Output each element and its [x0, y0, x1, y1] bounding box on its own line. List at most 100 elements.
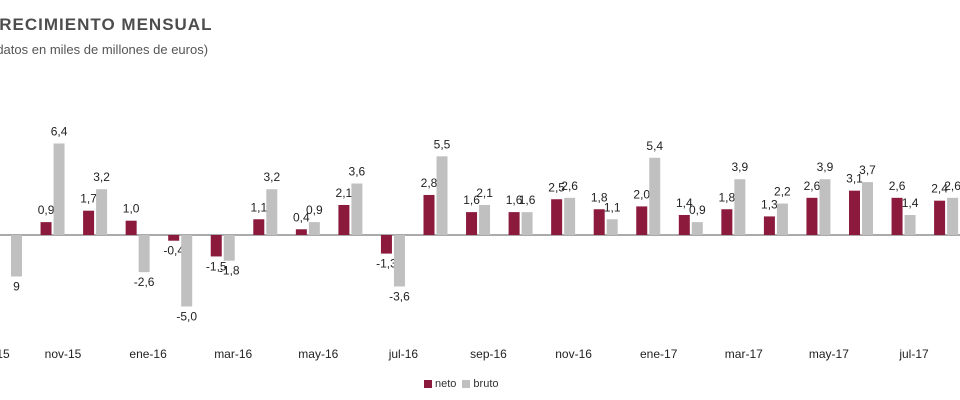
data-label-neto-sep-16: 1,6 [463, 193, 480, 207]
bar-bruto-dic-16 [606, 219, 618, 235]
bar-neto-ago-16 [423, 194, 435, 235]
bar-neto-jul-17 [891, 197, 903, 235]
bar-neto-may-17 [806, 197, 818, 235]
bar-bruto-jul-17 [904, 214, 916, 235]
bar-bruto-abr-16 [266, 189, 278, 235]
data-label-bruto-dic-16: 1,1 [604, 200, 621, 214]
data-label-bruto-mar-16: -1,8 [219, 264, 240, 278]
data-label-bruto-abr-17: 2,2 [774, 185, 791, 199]
data-label-bruto-may-17: 3,9 [817, 160, 834, 174]
bar-neto-oct-16 [508, 212, 520, 235]
data-label-bruto-nov-16: 2,6 [561, 179, 578, 193]
bar-bruto-feb-16 [181, 235, 193, 307]
bar-neto-sep-16 [466, 212, 478, 235]
bar-bruto-ene-16 [138, 235, 150, 273]
data-label-neto-abr-16: 1,1 [250, 200, 267, 214]
chart-title: CRECIMIENTO MENSUAL [0, 15, 213, 34]
bar-neto-nov-16 [551, 199, 563, 235]
data-label-neto-jun-16: 2,1 [336, 186, 353, 200]
data-label-neto-oct-16: 1,6 [506, 193, 523, 207]
x-tick-label-mar-16: mar-16 [214, 347, 252, 361]
data-label-neto-abr-17: 1,3 [761, 197, 778, 211]
data-label-neto-ago-16: 2,8 [421, 176, 438, 190]
data-label-bruto-jun-16: 3,6 [349, 165, 366, 179]
bar-bruto-oct-16 [521, 212, 533, 235]
data-label-bruto-abr-16: 3,2 [263, 170, 280, 184]
legend: neto bruto [424, 378, 505, 390]
data-label-bruto-jul-17: 1,4 [902, 196, 919, 210]
bar-neto-jun-16 [338, 204, 350, 235]
data-label-bruto-feb-16: -5,0 [176, 310, 197, 324]
data-label-bruto-jul-16: -3,6 [389, 289, 410, 303]
data-label-neto-nov-16: 2,5 [548, 180, 565, 194]
data-label-bruto-oct-15: 9 [13, 279, 20, 293]
bar-neto-jun-17 [849, 190, 860, 235]
bar-neto-ene-17 [636, 206, 648, 235]
data-label-neto-jun-17: 3,1 [846, 172, 863, 186]
data-label-neto-ago-17: 2,4 [931, 182, 948, 196]
bar-bruto-ene-17 [649, 157, 661, 235]
legend-item-bruto: bruto [462, 378, 499, 390]
bar-neto-may-16 [295, 229, 307, 235]
data-label-bruto-dic-15: 3,2 [93, 170, 110, 184]
bar-bruto-oct-15 [11, 235, 22, 277]
data-label-bruto-ago-17: 2,6 [944, 179, 960, 193]
bar-bruto-jul-16 [393, 235, 405, 287]
x-tick-label-sep-16: sep-16 [470, 347, 507, 361]
bar-neto-feb-17 [678, 214, 690, 235]
x-tick-label-jul-17: jul-17 [898, 347, 929, 361]
data-label-bruto-ago-16: 5,5 [434, 137, 451, 151]
legend-item-neto: neto [424, 378, 456, 390]
bar-neto-mar-16 [210, 235, 222, 257]
data-label-bruto-may-16: 0,9 [306, 203, 323, 217]
data-label-neto-mar-16: -1,5 [206, 259, 227, 273]
data-label-neto-feb-17: 1,4 [676, 196, 693, 210]
legend-swatch-neto [424, 380, 432, 388]
data-label-bruto-sep-16: 2,1 [476, 186, 493, 200]
bar-bruto-sep-16 [479, 204, 491, 235]
data-label-neto-ene-16: 1,0 [123, 202, 140, 216]
chart-subtitle: (datos en miles de millones de euros) [0, 42, 209, 57]
data-label-bruto-nov-15: 6,4 [51, 124, 68, 138]
bar-bruto-jun-16 [351, 183, 363, 235]
x-tick-label-nov-15: nov-15 [45, 347, 82, 361]
data-label-neto-jul-17: 2,6 [889, 179, 906, 193]
bar-bruto-ago-16 [436, 156, 448, 235]
x-tick-label-jul-16: jul-16 [388, 347, 419, 361]
bar-bruto-mar-17 [734, 179, 746, 235]
bar-neto-dic-16 [593, 209, 605, 235]
data-label-neto-nov-15: 0,9 [38, 203, 55, 217]
data-label-neto-dic-15: 1,7 [80, 192, 97, 206]
bar-neto-feb-16 [168, 235, 180, 241]
bar-neto-abr-17 [763, 216, 775, 235]
data-label-neto-mar-17: 1,8 [719, 190, 736, 204]
x-tick-label-ene-16: ene-16 [129, 347, 167, 361]
legend-swatch-bruto [462, 380, 471, 388]
bar-neto-abr-16 [253, 219, 265, 235]
x-tick-label-mar-17: mar-17 [725, 347, 763, 361]
data-label-bruto-mar-17: 3,9 [732, 160, 749, 174]
bar-neto-dic-15 [83, 210, 95, 235]
data-label-bruto-ene-17: 5,4 [646, 139, 663, 153]
data-label-neto-may-16: 0,4 [293, 210, 310, 224]
data-label-bruto-ene-16: -2,6 [134, 275, 155, 289]
data-label-neto-dic-16: 1,8 [591, 190, 608, 204]
x-tick-label-may-17: may-17 [809, 347, 849, 361]
bar-bruto-may-16 [308, 222, 320, 235]
x-tick-label-ene-17: ene-17 [640, 347, 678, 361]
bar-neto-ago-17 [934, 200, 946, 235]
bar-neto-nov-15 [40, 222, 52, 235]
data-label-neto-ene-17: 2,0 [633, 187, 650, 201]
bar-bruto-nov-15 [53, 143, 65, 235]
bar-bruto-mar-16 [223, 235, 235, 261]
bar-neto-mar-17 [721, 209, 733, 235]
legend-label-neto: neto [435, 378, 457, 390]
bar-bruto-may-17 [819, 179, 831, 235]
x-tick-label-nov-16: nov-16 [555, 347, 592, 361]
bar-bruto-jun-17 [862, 182, 873, 235]
data-label-bruto-oct-16: 1,6 [519, 193, 536, 207]
bar-bruto-nov-16 [564, 197, 576, 235]
bar-neto-jul-16 [380, 235, 392, 254]
data-label-bruto-jun-17: 3,7 [859, 163, 876, 177]
